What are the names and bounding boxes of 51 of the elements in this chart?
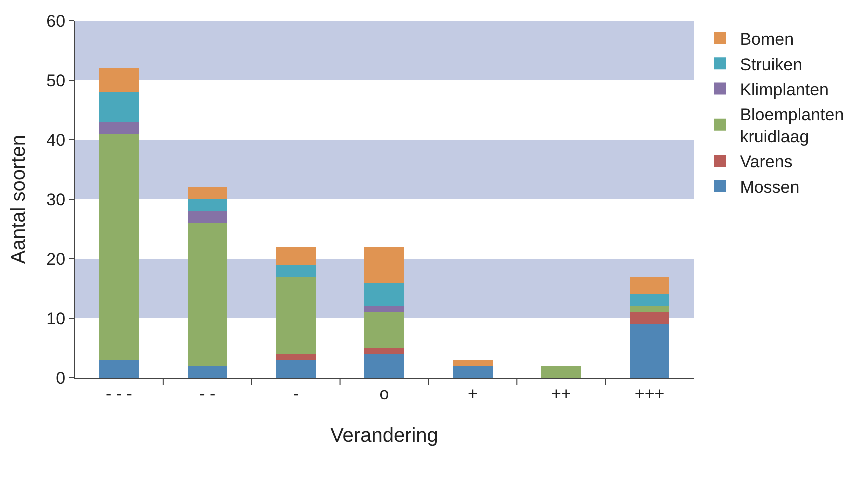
bar	[99, 68, 140, 92]
legend-label: Bomen	[740, 30, 794, 50]
legend-label: Struiken	[740, 55, 803, 74]
bar	[276, 354, 316, 360]
bar	[541, 366, 582, 378]
y-axis-title: Aantal soorten	[8, 135, 30, 264]
bar	[276, 264, 316, 277]
x-tick-label: -	[293, 384, 299, 404]
bar	[99, 360, 140, 378]
bar	[364, 348, 404, 354]
x-axis-title: Verandering	[330, 424, 438, 447]
bar	[364, 306, 404, 313]
bar	[630, 276, 670, 295]
bar	[99, 134, 140, 360]
bar	[188, 200, 228, 212]
bar	[364, 247, 404, 283]
bar	[188, 223, 228, 366]
legend-label: Varens	[740, 152, 793, 172]
bar	[630, 294, 670, 307]
bar	[99, 92, 140, 122]
legend-label: Mossen	[740, 178, 800, 197]
bar	[99, 122, 140, 134]
bar	[630, 312, 670, 324]
bar	[276, 247, 316, 265]
bar	[188, 188, 228, 200]
x-tick-label: - - -	[106, 384, 132, 404]
bar	[188, 366, 228, 378]
bar	[630, 324, 670, 378]
x-tick-label: - -	[200, 384, 216, 404]
y-tick-label: 40	[46, 130, 66, 150]
y-tick-label: 50	[46, 71, 66, 90]
y-tick-label: 30	[46, 190, 66, 210]
x-tick-label: +++	[634, 384, 665, 404]
y-tick-label: 0	[56, 368, 66, 388]
x-tick-label: ++	[551, 384, 572, 404]
x-tick-label: +	[468, 384, 478, 404]
bar	[276, 276, 316, 354]
bar	[364, 312, 404, 348]
bar	[453, 360, 493, 366]
legend-label: Klimplanten	[740, 80, 830, 100]
bar	[630, 306, 670, 313]
bar	[364, 282, 404, 307]
bar	[276, 360, 316, 378]
y-tick-label: 60	[46, 12, 66, 31]
bar	[188, 211, 228, 224]
bar	[453, 366, 493, 378]
y-tick-label: 10	[46, 309, 66, 328]
bar	[364, 354, 404, 378]
x-tick-label: o	[380, 384, 390, 404]
y-tick-label: 20	[46, 250, 66, 269]
legend-label: Bloemplanten kruidlaag	[740, 105, 844, 147]
